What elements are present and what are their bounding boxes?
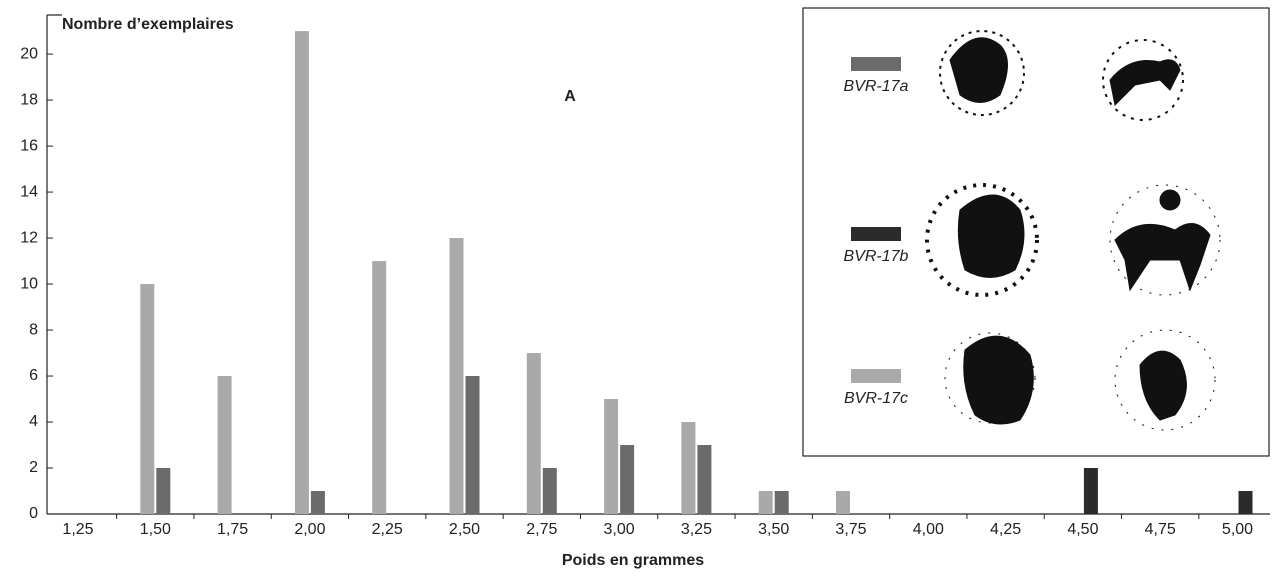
- y-tick-label: 4: [29, 413, 38, 430]
- bar: [1083, 468, 1098, 514]
- x-tick-label: 1,75: [217, 521, 248, 538]
- bar: [449, 238, 464, 514]
- y-tick-label: 20: [20, 45, 38, 62]
- x-tick-label: 4,25: [990, 521, 1021, 538]
- x-axis-title: Poids en grammes: [562, 552, 704, 569]
- bar: [604, 399, 619, 514]
- bar: [465, 376, 480, 514]
- bar: [774, 491, 789, 514]
- legend-label: BVR-17c: [844, 390, 908, 407]
- x-tick-label: 4,75: [1145, 521, 1176, 538]
- legend-swatch: [851, 369, 901, 383]
- bar: [542, 468, 557, 514]
- y-tick-label: 6: [29, 367, 38, 384]
- x-tick-label: 2,25: [372, 521, 403, 538]
- y-tick-label: 8: [29, 321, 38, 338]
- x-tick-label: 3,00: [604, 521, 635, 538]
- legend-swatch: [851, 57, 901, 71]
- bar: [758, 491, 773, 514]
- y-tick-label: 18: [20, 91, 38, 108]
- y-tick-label: 14: [20, 183, 38, 200]
- y-tick-label: 12: [20, 229, 38, 246]
- x-tick-label: 1,50: [140, 521, 171, 538]
- y-tick-label: 16: [20, 137, 38, 154]
- coin-images: [925, 30, 1221, 431]
- y-tick-label: 10: [20, 275, 38, 292]
- x-tick-label: 1,25: [62, 521, 93, 538]
- y-tick-label: 0: [29, 505, 38, 522]
- bar: [620, 445, 635, 514]
- bar: [310, 491, 325, 514]
- bar: [681, 422, 696, 514]
- bar: [140, 284, 155, 514]
- bar: [697, 445, 712, 514]
- x-tick-label: 2,00: [294, 521, 325, 538]
- x-tick-label: 4,00: [913, 521, 944, 538]
- x-tick-label: 2,50: [449, 521, 480, 538]
- bar: [294, 31, 309, 515]
- x-tick-label: 3,50: [758, 521, 789, 538]
- bar: [372, 261, 387, 514]
- legend-swatch: [851, 227, 901, 241]
- bar: [836, 491, 850, 514]
- legend-label: BVR-17b: [844, 248, 909, 265]
- bar: [526, 353, 541, 514]
- bar: [156, 468, 171, 514]
- x-tick-label: 3,25: [681, 521, 712, 538]
- x-tick-label: 3,75: [835, 521, 866, 538]
- annotation: A: [564, 88, 576, 105]
- legend-label: BVR-17a: [844, 78, 909, 95]
- y-tick-label: 2: [29, 459, 38, 476]
- x-tick-label: 5,00: [1222, 521, 1253, 538]
- bar: [217, 376, 232, 514]
- x-tick-label: 4,50: [1067, 521, 1098, 538]
- x-tick-label: 2,75: [526, 521, 557, 538]
- y-axis-title: Nombre d’exemplaires: [62, 16, 234, 33]
- bar: [1238, 491, 1253, 514]
